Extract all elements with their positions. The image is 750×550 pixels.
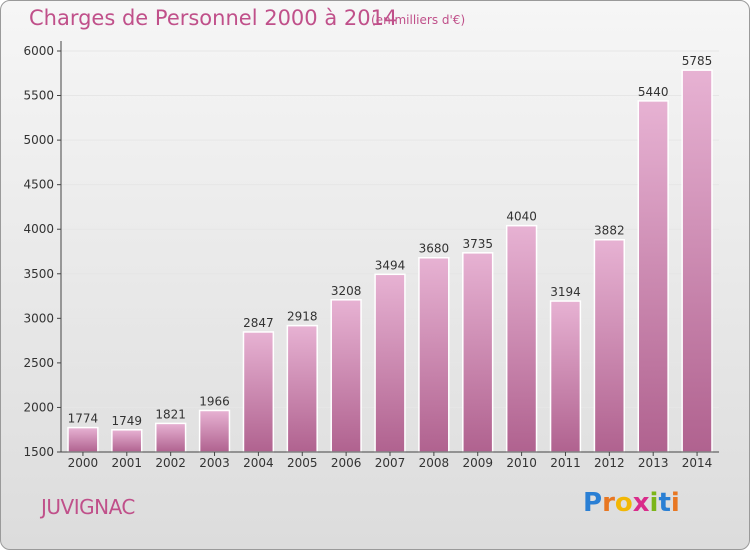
y-tick-label: 3500: [23, 267, 54, 281]
data-label: 3680: [419, 242, 450, 256]
x-tick-label: 2013: [638, 456, 669, 470]
x-tick-label: 2006: [331, 456, 362, 470]
y-tick-label: 6000: [23, 44, 54, 58]
y-tick-label: 1500: [23, 445, 54, 459]
x-tick-label: 2005: [287, 456, 318, 470]
x-tick-label: 2012: [594, 456, 625, 470]
x-tick-label: 2003: [199, 456, 230, 470]
y-tick-label: 4500: [23, 178, 54, 192]
data-label: 1821: [155, 407, 186, 421]
proxiti-logo: Proxiti: [583, 488, 680, 518]
bar-2008: [418, 256, 450, 453]
commune-name: JUVIGNAC: [41, 495, 135, 519]
bar-2011: [549, 300, 582, 453]
bar-2006: [330, 299, 362, 453]
data-label: 2918: [287, 310, 318, 324]
x-tick-label: 2010: [506, 456, 537, 470]
bar-2005: [286, 324, 318, 453]
logo-letter: P: [583, 488, 603, 518]
bar-2013: [637, 100, 669, 453]
data-label: 3494: [375, 258, 406, 272]
y-tick-label: 4000: [23, 222, 54, 236]
x-tick-label: 2001: [112, 456, 143, 470]
logo-letter: i: [649, 488, 659, 518]
data-label: 4040: [506, 210, 537, 224]
data-label: 3194: [550, 285, 581, 299]
y-tick-label: 5500: [23, 89, 54, 103]
data-label: 3735: [462, 237, 493, 251]
bars: 1774 1749 1821 1966 2847 2918 3208 3494 3680 3735…: [67, 54, 713, 453]
bar-2002: [155, 422, 187, 453]
x-tick-label: 2000: [68, 456, 99, 470]
data-label: 1966: [199, 394, 230, 408]
y-tick-label: 3000: [23, 311, 54, 325]
axes: 1500 2000 2500 3000 3500 4000 4500 5000 5500 6000…: [23, 41, 719, 470]
x-tick-label: 2007: [375, 456, 406, 470]
x-tick-label: 2009: [462, 456, 493, 470]
unit-note: (en milliers d'€): [371, 13, 466, 27]
logo-letter: o: [614, 488, 633, 518]
data-label: 1774: [68, 412, 99, 426]
bar-2007: [374, 273, 406, 453]
bar-2012: [593, 238, 625, 453]
logo-letter: t: [658, 488, 671, 518]
bar-2000: [67, 426, 99, 453]
y-tick-label: 2000: [23, 400, 54, 414]
data-label: 3208: [331, 284, 362, 298]
data-label: 5785: [682, 54, 713, 68]
x-tick-label: 2011: [550, 456, 581, 470]
bar-2001: [111, 429, 143, 453]
data-label: 1749: [112, 414, 143, 428]
logo-letter: r: [602, 488, 615, 518]
bar-2010: [505, 224, 538, 453]
data-label: 3882: [594, 224, 625, 238]
data-label: 2847: [243, 316, 274, 330]
y-tick-label: 5000: [23, 133, 54, 147]
logo-letter: i: [670, 488, 680, 518]
x-tick-label: 2008: [419, 456, 450, 470]
y-tick-label: 2500: [23, 356, 54, 370]
bar-2009: [462, 252, 494, 453]
chart-title: Charges de Personnel 2000 à 2014: [29, 6, 398, 30]
x-tick-label: 2004: [243, 456, 274, 470]
x-tick-label: 2002: [155, 456, 186, 470]
bar-2003: [198, 409, 231, 453]
bar-2014: [681, 69, 713, 453]
data-label: 5440: [638, 85, 669, 99]
x-tick-label: 2014: [682, 456, 713, 470]
logo-letter: x: [632, 488, 650, 518]
bar-2004: [242, 331, 275, 453]
